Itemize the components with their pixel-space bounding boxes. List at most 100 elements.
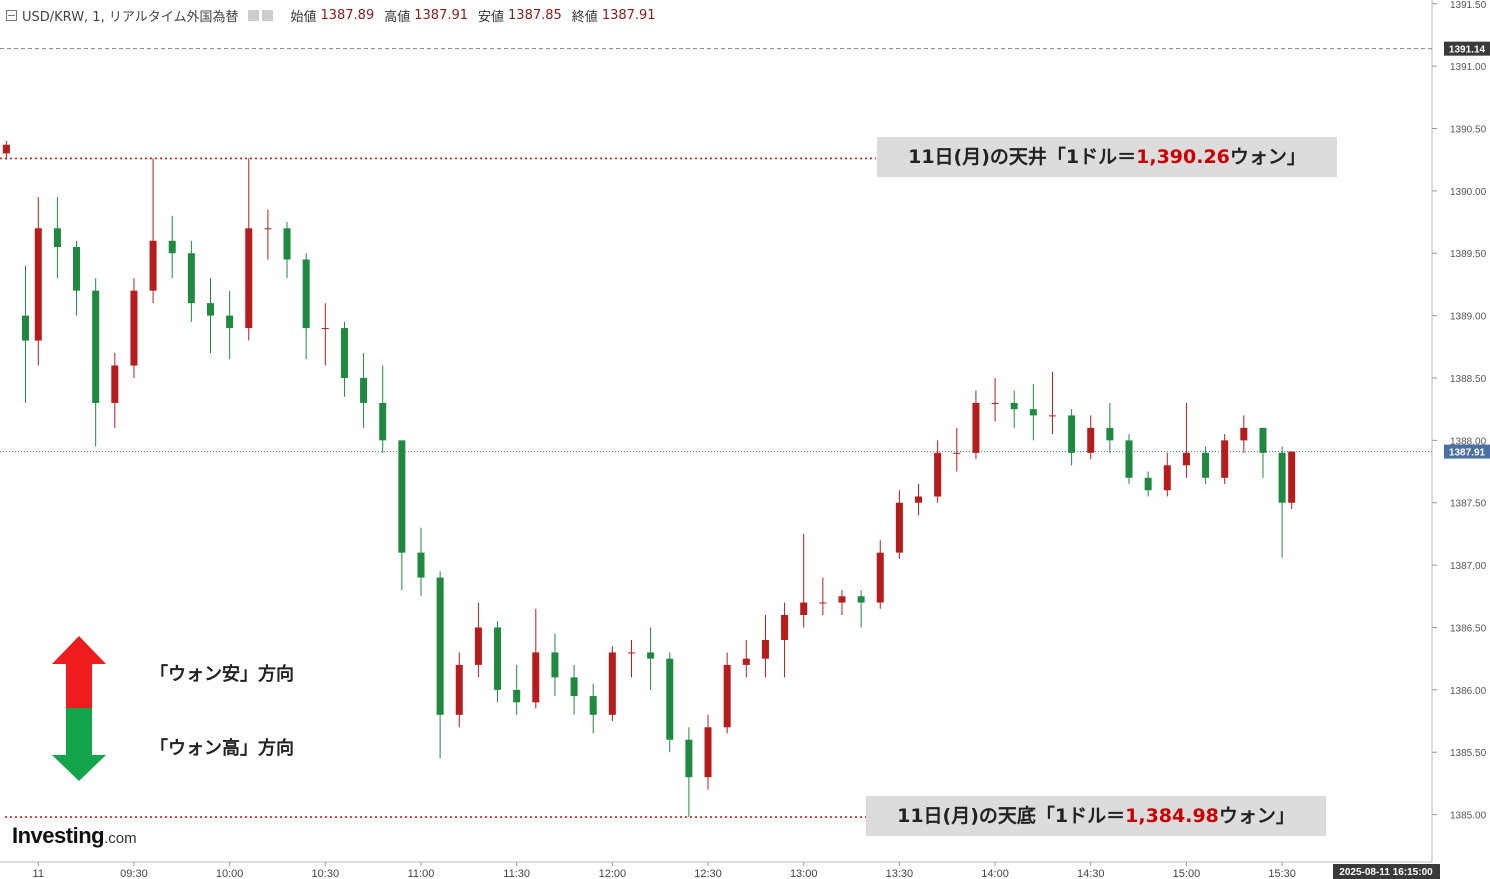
x-tick-label: 10:30	[312, 868, 340, 879]
candle-body	[206, 303, 214, 316]
marker-label-box	[1444, 41, 1490, 56]
y-tick-label: 1386.50	[1450, 623, 1487, 634]
note-text: 11日(月)の天底「1ドル＝	[897, 805, 1126, 827]
x-tick-label: 14:00	[981, 868, 1009, 879]
candle-body	[1259, 427, 1267, 453]
candle-body	[704, 727, 712, 778]
candle-body	[627, 652, 635, 654]
candle-body	[53, 228, 61, 247]
x-tick-label: 13:30	[886, 868, 914, 879]
candle-body	[302, 259, 310, 329]
field-value: 1387.89	[320, 8, 375, 23]
candle-body	[264, 228, 272, 230]
x-tick-label: 13:00	[790, 868, 818, 879]
candle-body	[781, 615, 789, 640]
candle-body	[455, 664, 463, 715]
candle-body	[1278, 452, 1286, 503]
candle-body	[819, 602, 827, 604]
candle-body	[685, 739, 693, 778]
y-tick-label: 1387.00	[1450, 561, 1487, 572]
y-tick-label: 1390.50	[1450, 124, 1487, 135]
direction-label: 「ウォン高」方向	[150, 738, 294, 759]
y-tick-label: 1391.00	[1450, 62, 1487, 73]
candle-body	[1202, 452, 1210, 478]
x-tick-label: 15:00	[1173, 868, 1201, 879]
candle-body	[22, 315, 30, 341]
timestamp-box	[1333, 864, 1440, 879]
candle-body	[283, 228, 291, 260]
candle-body	[187, 253, 195, 304]
candle-body	[379, 402, 387, 441]
collapse-icon[interactable]	[6, 9, 18, 22]
candle-body	[1029, 409, 1037, 416]
candle-body	[953, 452, 961, 454]
candle-body	[666, 658, 674, 740]
candles	[2, 140, 1296, 818]
logo: Investing.com	[12, 823, 137, 849]
candle-body	[742, 658, 750, 665]
x-tick-label: 11	[33, 868, 44, 879]
x-tick-label: 12:00	[599, 868, 627, 879]
candle-body	[494, 627, 502, 690]
candle-body	[800, 602, 808, 616]
field-value: 1387.91	[414, 8, 469, 23]
note-text: 11日(月)の天井「1ドル＝	[908, 146, 1137, 168]
y-tick-label: 1389.00	[1450, 312, 1487, 323]
candle-body	[130, 290, 138, 366]
y-tick-label: 1389.50	[1450, 249, 1487, 260]
annotation-layer	[0, 48, 1432, 818]
x-tick-label: 11:00	[408, 868, 435, 879]
settings-icons[interactable]	[248, 10, 278, 21]
note-value: 1,384.98	[1125, 805, 1219, 827]
y-tick-label: 1385.00	[1450, 811, 1487, 822]
candle-body	[149, 240, 157, 291]
candle-body	[1240, 427, 1248, 441]
x-tick-label: 10:00	[216, 868, 244, 879]
candle-body	[436, 577, 444, 715]
candle-body	[723, 664, 731, 728]
candle-body	[991, 402, 999, 404]
candle-body	[1010, 402, 1018, 410]
candle-body	[92, 290, 100, 403]
candle-body	[245, 228, 253, 329]
candle-body	[1087, 427, 1095, 453]
candle-body	[398, 440, 406, 553]
note-text: ウォン」	[1218, 805, 1295, 827]
candle-body	[972, 402, 980, 453]
candle-body	[168, 240, 176, 254]
logo-suffix: .com	[104, 830, 137, 847]
candle-body	[513, 689, 521, 703]
candle-body	[589, 696, 597, 715]
candle-body	[111, 365, 119, 403]
candle-body	[1106, 427, 1114, 441]
note-text: ウォン」	[1229, 146, 1306, 168]
candle-body	[761, 639, 769, 659]
field-value: 1387.91	[601, 8, 656, 23]
candle-body	[915, 496, 923, 503]
x-tick-label: 11:30	[503, 868, 530, 879]
candle-body	[934, 452, 942, 497]
candle-body	[340, 328, 348, 378]
candle-body	[1163, 465, 1171, 491]
y-tick-label: 1388.50	[1450, 374, 1487, 385]
candle-body	[226, 315, 234, 329]
marker-label: 1391.14	[1449, 45, 1486, 56]
floor-note: 11日(月)の天底「1ドル＝1,384.98ウォン」	[866, 796, 1326, 836]
candle-body	[417, 552, 425, 578]
field-label: 始値	[290, 10, 317, 25]
candle-body	[360, 377, 368, 403]
note-value: 1,390.26	[1136, 146, 1230, 168]
field-label: 安値	[478, 10, 505, 25]
up-arrow	[52, 636, 106, 708]
down-arrow	[52, 708, 106, 781]
x-tick-label: 14:30	[1077, 868, 1105, 879]
x-tick-label: 12:30	[694, 868, 722, 879]
field-label: 終値	[571, 10, 598, 25]
candle-body	[647, 652, 655, 659]
candle-body	[570, 677, 578, 697]
candle-body	[321, 328, 329, 330]
x-tick-label: 15:30	[1268, 868, 1296, 879]
ceiling-note: 11日(月)の天井「1ドル＝1,390.26ウォン」	[877, 137, 1337, 177]
y-tick-label: 1388.00	[1450, 436, 1487, 447]
